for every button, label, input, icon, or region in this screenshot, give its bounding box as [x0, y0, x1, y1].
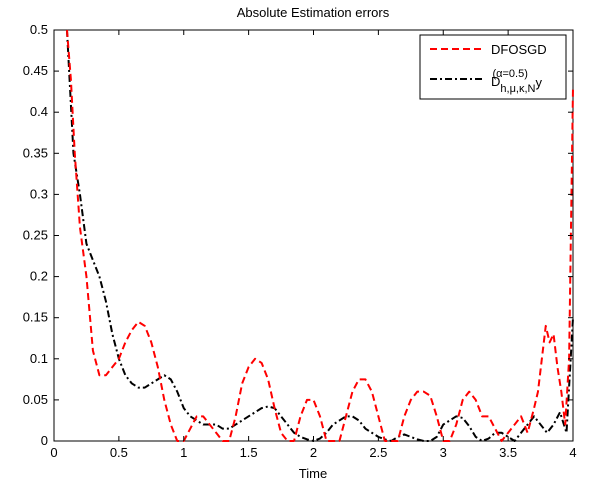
chart-title: Absolute Estimation errors [237, 5, 390, 20]
x-tick-label: 2 [310, 445, 317, 460]
y-tick-label: 0.45 [23, 63, 48, 78]
y-tick-label: 0.25 [23, 228, 48, 243]
y-tick-label: 0.5 [30, 22, 48, 37]
y-tick-label: 0.1 [30, 351, 48, 366]
y-axis: 0 0.05 0.1 0.15 0.2 0.25 0.3 0.35 0.4 0.45 0.5 [23, 22, 573, 448]
legend-label-dfosgd: DFOSGD [491, 42, 547, 57]
y-tick-label: 0.3 [30, 186, 48, 201]
y-tick-label: 0.15 [23, 310, 48, 325]
y-tick-label: 0.35 [23, 145, 48, 160]
legend: DFOSGD Dh,μ,κ,N(α=0.5) y [419, 34, 567, 100]
y-tick-label: 0 [41, 433, 48, 448]
x-tick-label: 1 [180, 445, 187, 460]
x-tick-label: 0.5 [110, 445, 128, 460]
x-axis: 0 0.5 1 1.5 2 2.5 3 3.5 4 [50, 30, 577, 460]
x-tick-label: 0 [50, 445, 57, 460]
x-tick-label: 4 [569, 445, 576, 460]
legend-label-derivative: Dh,μ,κ,N(α=0.5) y [491, 68, 542, 95]
x-axis-label: Time [299, 466, 327, 481]
series-line-dfosgd [65, 29, 574, 442]
y-tick-label: 0.4 [30, 104, 48, 119]
y-tick-label: 0.05 [23, 392, 48, 407]
x-tick-label: 3 [440, 445, 447, 460]
x-tick-label: 2.5 [369, 445, 387, 460]
x-tick-label: 3.5 [499, 445, 517, 460]
series-layer [65, 29, 574, 442]
series-line-derivative [65, 29, 574, 442]
y-tick-label: 0.2 [30, 269, 48, 284]
legend-box [419, 34, 567, 100]
x-tick-label: 1.5 [240, 445, 258, 460]
